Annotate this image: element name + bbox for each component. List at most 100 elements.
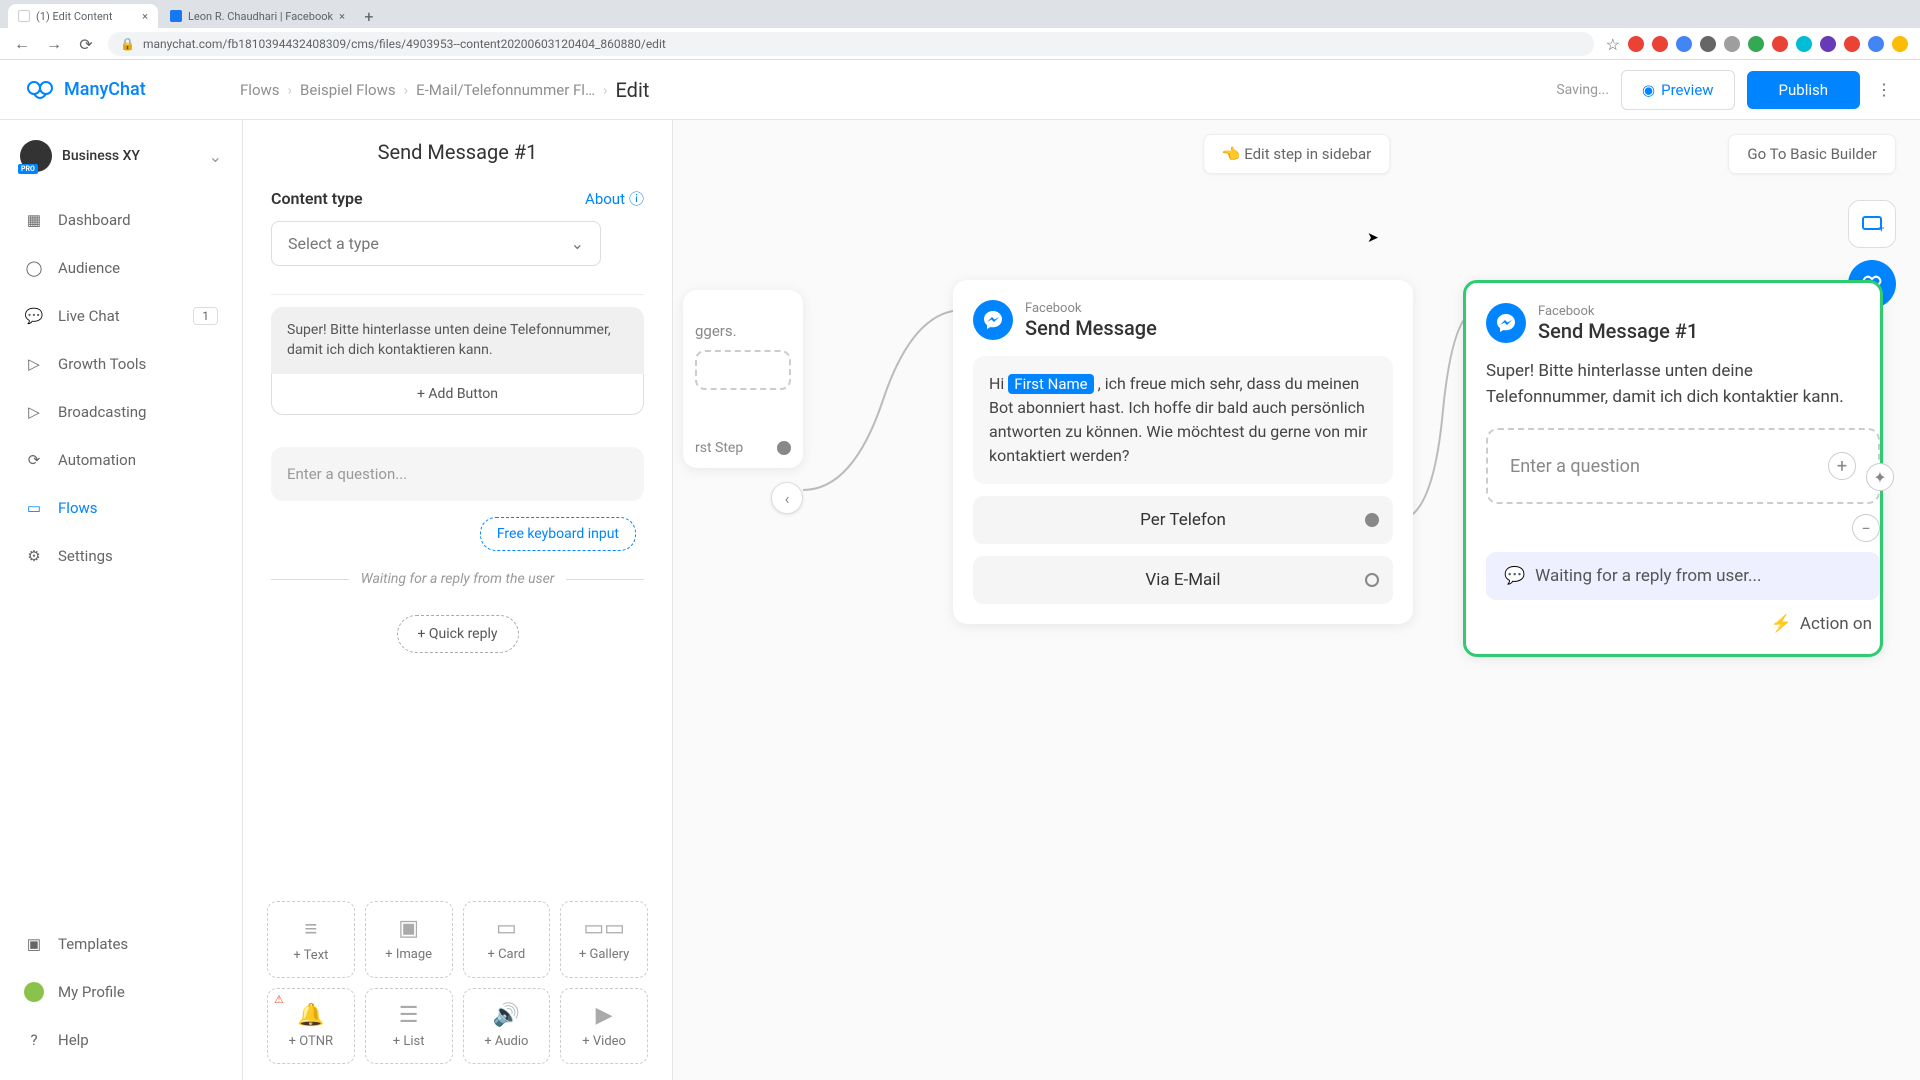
message-text-block[interactable]: Super! Bitte hinterlasse unten deine Tel…: [271, 307, 644, 374]
add-button-row[interactable]: + Add Button: [271, 374, 644, 415]
workspace-name: Business XY: [62, 148, 140, 164]
output-port[interactable]: [777, 441, 791, 455]
option-button-email[interactable]: Via E-Mail: [973, 556, 1393, 604]
select-placeholder: Select a type: [288, 234, 379, 253]
reload-icon[interactable]: ⟳: [76, 34, 96, 54]
flow-node-send-message[interactable]: Facebook Send Message Hi First Name , ic…: [953, 280, 1413, 624]
flow-node-send-message-1[interactable]: Facebook Send Message #1 Super! Bitte hi…: [1463, 280, 1883, 657]
action-row[interactable]: ⚡ Action on: [1486, 614, 1880, 634]
question-input[interactable]: Enter a question...: [271, 447, 644, 501]
sidebar-item-settings[interactable]: ⚙Settings: [0, 532, 242, 580]
folder-icon: ▭: [24, 498, 44, 518]
sidebar-item-flows[interactable]: ▭ Flows: [0, 484, 242, 532]
minus-icon[interactable]: −: [1852, 514, 1880, 542]
extension-icon[interactable]: [1724, 36, 1740, 52]
node-header: Facebook Send Message: [973, 300, 1393, 340]
extension-icon[interactable]: [1820, 36, 1836, 52]
browser-tab[interactable]: Leon R. Chaudhari | Facebook ×: [160, 4, 355, 28]
extension-icon[interactable]: [1652, 36, 1668, 52]
sidebar-item-help[interactable]: ?Help: [0, 1016, 242, 1064]
sidebar-item-automation[interactable]: ⟳Automation: [0, 436, 242, 484]
chat-icon: 💬: [24, 306, 44, 326]
sidebar-item-broadcasting[interactable]: ▷Broadcasting: [0, 388, 242, 436]
nav-label: Automation: [58, 451, 136, 469]
workspace-switcher[interactable]: PRO Business XY ⌄: [0, 128, 242, 184]
header-actions: Saving... ◉ Preview Publish ⋮: [1556, 70, 1896, 110]
node-title: Send Message: [1025, 316, 1157, 340]
sidebar-item-audience[interactable]: ◯Audience: [0, 244, 242, 292]
waiting-divider: Waiting for a reply from the user: [271, 571, 644, 587]
message-content[interactable]: Hi First Name , ich freue mich sehr, das…: [973, 356, 1393, 484]
content-tile-image[interactable]: ▣+ Image: [365, 901, 453, 978]
breadcrumb-item[interactable]: E-Mail/Telefonnummer Fl…: [416, 81, 595, 99]
workspace-avatar: PRO: [20, 140, 52, 172]
variable-chip-firstname[interactable]: First Name: [1008, 374, 1093, 394]
preview-label: Preview: [1661, 81, 1713, 99]
url-field[interactable]: 🔒 manychat.com/fb181039443240830​9/cms/f…: [108, 32, 1594, 56]
extension-icon[interactable]: [1892, 36, 1908, 52]
user-icon: ◯: [24, 258, 44, 278]
sidebar-item-dashboard[interactable]: ▦Dashboard: [0, 196, 242, 244]
help-icon: ?: [24, 1030, 44, 1050]
sidebar-item-livechat[interactable]: 💬Live Chat1: [0, 292, 242, 340]
forward-icon[interactable]: →: [44, 34, 64, 54]
sidebar-item-templates[interactable]: ▣Templates: [0, 920, 242, 968]
about-link[interactable]: About ⓘ: [585, 188, 644, 209]
trigger-dropzone[interactable]: [695, 350, 791, 390]
tab-title: Leon R. Chaudhari | Facebook: [188, 10, 333, 23]
nav-label: Dashboard: [58, 211, 131, 229]
more-menu-button[interactable]: ⋮: [1872, 78, 1896, 102]
output-port[interactable]: [1365, 573, 1379, 587]
extension-icon[interactable]: [1628, 36, 1644, 52]
publish-button[interactable]: Publish: [1747, 71, 1860, 109]
nav-label: Flows: [58, 499, 98, 517]
question-dropzone[interactable]: Enter a question +: [1486, 428, 1880, 504]
extension-icon[interactable]: [1772, 36, 1788, 52]
flow-canvas[interactable]: 👈 Edit step in sidebar Go To Basic Build…: [673, 120, 1920, 1080]
content-tile-list[interactable]: ☰+ List: [365, 988, 453, 1064]
breadcrumb-item[interactable]: Flows: [240, 81, 280, 99]
extension-icon[interactable]: [1676, 36, 1692, 52]
close-icon[interactable]: ×: [339, 10, 345, 23]
content-type-select[interactable]: Select a type ⌄: [271, 221, 601, 266]
breadcrumb-item[interactable]: Beispiel Flows: [300, 81, 396, 99]
preview-button[interactable]: ◉ Preview: [1621, 70, 1735, 110]
option-button-telefon[interactable]: Per Telefon: [973, 496, 1393, 544]
browser-tab[interactable]: (1) Edit Content ×: [8, 4, 158, 28]
content-tile-video[interactable]: ▶+ Video: [560, 988, 648, 1064]
add-node-button[interactable]: +: [1848, 200, 1896, 248]
edit-step-sidebar-button[interactable]: 👈 Edit step in sidebar: [1203, 134, 1390, 174]
image-icon: ▣: [370, 916, 448, 941]
close-icon[interactable]: ×: [142, 10, 148, 23]
node-platform: Facebook: [1538, 304, 1698, 319]
new-tab-button[interactable]: +: [357, 4, 381, 28]
extension-icon[interactable]: [1868, 36, 1884, 52]
content-type-label: Content type: [271, 189, 363, 208]
content-tile-gallery[interactable]: ▭▭+ Gallery: [560, 901, 648, 978]
extension-icon[interactable]: [1796, 36, 1812, 52]
logo[interactable]: ManyChat: [24, 74, 224, 106]
free-keyboard-input-tag[interactable]: Free keyboard input: [480, 517, 636, 551]
content-tile-card[interactable]: ▭+ Card: [463, 901, 551, 978]
extension-icon[interactable]: [1700, 36, 1716, 52]
side-handle[interactable]: ✦: [1866, 463, 1894, 491]
content-tile-otnr[interactable]: ⚠🔔+ OTNR: [267, 988, 355, 1064]
breadcrumb-current: Edit: [616, 78, 650, 102]
lock-icon: 🔒: [120, 37, 135, 51]
content-tile-audio[interactable]: 🔊+ Audio: [463, 988, 551, 1064]
plus-icon[interactable]: +: [1828, 452, 1856, 480]
collapse-handle[interactable]: ‹: [771, 482, 803, 514]
output-port[interactable]: [1365, 513, 1379, 527]
sidebar-item-growth[interactable]: ▷Growth Tools: [0, 340, 242, 388]
sidebar-item-profile[interactable]: My Profile: [0, 968, 242, 1016]
basic-builder-button[interactable]: Go To Basic Builder: [1728, 134, 1896, 174]
star-icon[interactable]: ☆: [1606, 35, 1620, 54]
back-icon[interactable]: ←: [12, 34, 32, 54]
extension-icon[interactable]: [1844, 36, 1860, 52]
first-step-label: rst Step: [695, 440, 743, 456]
message-text[interactable]: Super! Bitte hinterlasse unten deine Tel…: [1486, 359, 1880, 410]
extension-icon[interactable]: [1748, 36, 1764, 52]
quick-reply-button[interactable]: + Quick reply: [397, 615, 519, 653]
flow-node-start[interactable]: ggers. rst Step: [683, 290, 803, 468]
content-tile-text[interactable]: ≡+ Text: [267, 901, 355, 978]
